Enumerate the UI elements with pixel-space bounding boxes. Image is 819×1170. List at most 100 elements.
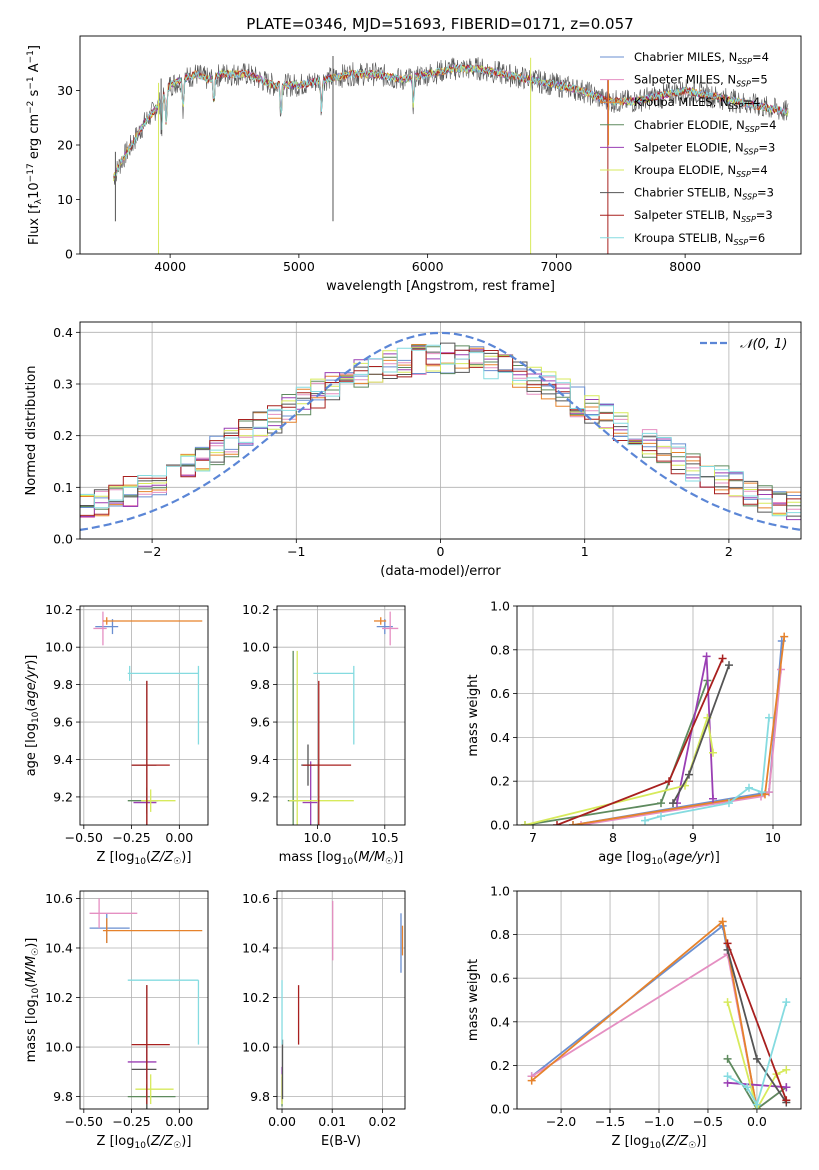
series-marker <box>718 654 727 663</box>
series-marker <box>752 1100 761 1109</box>
series-marker <box>745 783 753 792</box>
spectrum-series-6 <box>113 57 789 185</box>
series-marker <box>527 1076 536 1085</box>
x-tick-label: 8 <box>609 830 617 845</box>
legend-entry: Chabrier MILES, NSSP=4 <box>634 50 769 66</box>
y-tick-label: 9.6 <box>250 715 270 730</box>
y-tick-label: 0.3 <box>53 377 73 392</box>
spectrum-xlabel: wavelength [Angstrom, rest frame] <box>326 279 555 294</box>
x-tick-label: 7 <box>529 830 537 845</box>
y-tick-label: 10.2 <box>45 602 73 617</box>
y-tick-label: 10.6 <box>242 891 270 906</box>
series-marker <box>709 794 717 803</box>
legend-entry: Kroupa MILES, NSSP=4 <box>634 95 760 111</box>
series-marker <box>685 770 693 779</box>
series-marker <box>757 788 766 797</box>
age_vs_Z-frame <box>79 605 209 826</box>
y-tick-label: 0.0 <box>490 1102 510 1117</box>
age_vs_Z-xlabel: Z [log10(Z/Z☉)] <box>97 850 192 867</box>
mass_vs_Z-frame <box>79 890 209 1110</box>
series-marker <box>782 1065 791 1074</box>
series-marker <box>577 821 585 825</box>
legend-entry: 𝒩(0, 1) <box>740 337 787 352</box>
y-tick-label: 0.0 <box>490 818 510 833</box>
age_vs_Z-points <box>93 611 203 825</box>
y-tick-label: 0 <box>65 247 73 262</box>
x-tick-label: 0.00 <box>268 1114 296 1129</box>
series-marker <box>669 799 677 808</box>
series-marker <box>718 917 727 926</box>
x-tick-label: 6000 <box>412 259 444 274</box>
legend-entry: Chabrier STELIB, NSSP=3 <box>634 186 774 202</box>
y-tick-label: 0.6 <box>490 686 510 701</box>
y-tick-label: 10.4 <box>242 940 270 955</box>
y-tick-label: 10.0 <box>242 640 270 655</box>
y-tick-label: 9.8 <box>53 1089 73 1104</box>
mass_vs_ebv-points <box>281 900 404 1107</box>
y-tick-label: 10.0 <box>242 1040 270 1055</box>
x-tick-label: 0.00 <box>165 830 193 845</box>
weight_vs_Z-series <box>527 917 791 1109</box>
x-tick-label: 10.0 <box>303 830 331 845</box>
series-marker <box>723 1072 732 1081</box>
series-marker <box>743 1083 752 1092</box>
hist-series-8 <box>80 344 801 517</box>
y-tick-label: 9.8 <box>250 677 270 692</box>
spectrum-series-8 <box>113 64 789 177</box>
series-marker <box>780 632 789 641</box>
y-tick-label: 10.0 <box>45 1040 73 1055</box>
y-tick-label: 0.0 <box>53 532 73 547</box>
normal-curve <box>80 331 801 531</box>
residual_hist-frame <box>79 321 802 540</box>
weight_vs_age-ylabel: mass weight <box>466 674 481 756</box>
series-marker <box>723 1054 732 1063</box>
y-tick-label: 9.4 <box>53 752 73 767</box>
x-tick-label: 4000 <box>154 259 186 274</box>
y-tick-label: 9.8 <box>53 677 73 692</box>
age_vs_mass-frame <box>276 605 406 826</box>
x-tick-label: −0.25 <box>112 1114 150 1129</box>
series-marker <box>702 652 711 661</box>
x-tick-label: 2 <box>725 544 733 559</box>
spectrum-legend: Chabrier MILES, NSSP=4 Salpeter MILES, NS… <box>600 50 776 247</box>
series-line-0 <box>531 924 758 1109</box>
weight_vs_Z-ylabel: mass weight <box>466 959 481 1041</box>
legend-entry: Salpeter ELODIE, NSSP=3 <box>634 140 775 156</box>
residual_hist-axes: −2 −1 0 1 2 0.0 0.1 0.2 0.3 0.4 <box>53 322 801 559</box>
spectrum-series-7 <box>113 64 789 178</box>
x-tick-label: 8000 <box>669 259 701 274</box>
x-tick-label: 5000 <box>283 259 315 274</box>
mass_vs_Z-ylabel: mass [log10(M/M☉)] <box>24 938 41 1063</box>
weight_vs_Z-xlabel: Z [log10(Z/Z☉)] <box>612 1134 707 1151</box>
weight_vs_age-frame <box>516 605 802 826</box>
y-tick-label: 30 <box>57 83 73 98</box>
mass_vs_Z-xlabel: Z [log10(Z/Z☉)] <box>97 1134 192 1151</box>
y-tick-label: 10.4 <box>45 940 73 955</box>
series-marker <box>723 939 732 948</box>
y-tick-label: 0.4 <box>490 1014 510 1029</box>
x-tick-label: 9 <box>689 830 697 845</box>
y-tick-label: 20 <box>57 138 73 153</box>
y-tick-label: 10.0 <box>45 640 73 655</box>
y-tick-label: 0.2 <box>490 774 510 789</box>
x-tick-label: 10 <box>765 830 781 845</box>
x-tick-label: 0.0 <box>747 1114 767 1129</box>
y-tick-label: 10.2 <box>45 990 73 1005</box>
weight_vs_Z-frame <box>516 890 802 1110</box>
age_vs_Z-axes: −0.50 −0.25 0.00 9.2 9.4 9.6 9.8 10.0 10.2 <box>45 602 208 845</box>
series-marker <box>657 799 665 808</box>
y-tick-label: 0.2 <box>53 428 73 443</box>
mass_vs_ebv-xlabel: E(B-V) <box>321 1134 361 1149</box>
residual_hist-ylabel: Normed distribution <box>24 366 39 496</box>
y-tick-label: 10.2 <box>242 990 270 1005</box>
x-tick-label: −0.5 <box>693 1114 723 1129</box>
y-tick-label: 0.1 <box>53 480 73 495</box>
series-marker <box>782 1083 791 1092</box>
series-line-3 <box>726 1058 787 1109</box>
series-marker <box>641 816 649 825</box>
y-tick-label: 0.4 <box>490 730 510 745</box>
series-marker <box>665 777 673 786</box>
age_vs_mass-points <box>287 611 399 825</box>
x-tick-label: −0.50 <box>65 1114 103 1129</box>
